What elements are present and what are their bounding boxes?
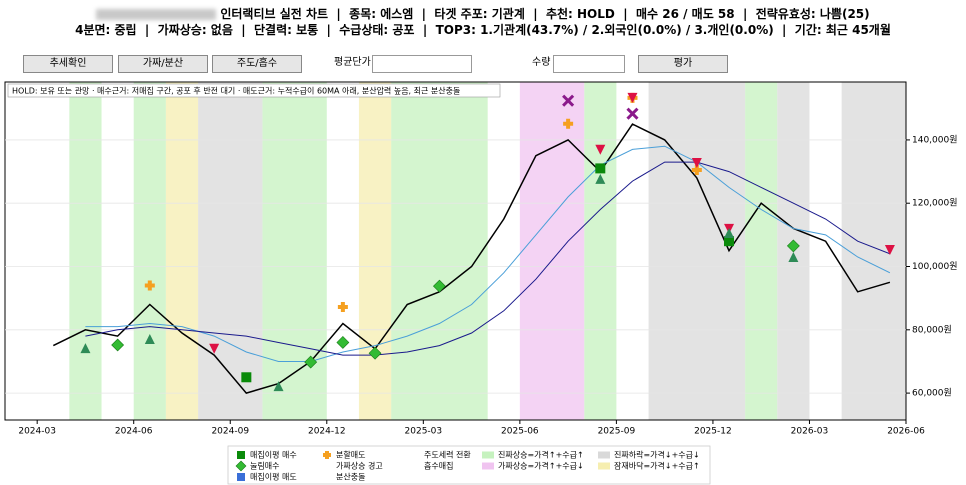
marker [724,227,735,238]
marker [595,173,606,184]
legend-label: 분산충돌 [336,472,365,482]
button[interactable]: 평가 [638,55,728,73]
marker [304,355,318,369]
marker [595,163,606,174]
legend-label: 가짜상승 경고 [336,461,383,471]
zone [198,82,263,420]
price-line [85,161,891,356]
legend-label: 진짜하락=가격↓+수급↓ [614,450,700,460]
input-label: 평균단가 [334,57,371,68]
marker [209,343,220,354]
zone [745,82,778,420]
chart-title: 인터랙티브 실전 차트 | 종목: 에스엠 | 타겟 주포: 기관계 | 추천:… [220,7,870,21]
title-line: 인터랙티브 실전 차트 | 종목: 에스엠 | 타겟 주포: 기관계 | 추천:… [0,5,966,22]
marker [562,94,575,107]
x-tick-label: 2025-03 [405,427,443,437]
legend-swatch [598,451,610,459]
x-tick-label: 2025-06 [501,427,539,437]
marker [241,372,252,383]
legend-label: 흡수매집 [424,461,453,471]
marker [144,333,155,344]
marker [273,381,284,392]
y-tick-label: 120,000원 [912,198,958,209]
text-input[interactable] [553,55,625,73]
zone [69,82,102,420]
legend-swatch [482,462,494,470]
y-tick-label: 80,000원 [912,324,952,335]
legend-box [227,445,711,485]
x-tick-label: 2026-03 [791,427,829,437]
marker [626,107,639,120]
button[interactable]: 주도/흡수 [212,55,302,73]
legend-icon [237,451,245,459]
legend-label: 진짜상승=가격↑+수급↑ [498,450,584,460]
x-tick-label: 2025-12 [694,427,732,437]
marker [111,338,125,352]
marker [595,144,606,155]
marker [788,252,799,263]
y-tick-label: 140,000원 [912,134,958,145]
legend-label: 가짜상승=가격↑+수급↓ [498,461,584,471]
legend-icon [235,460,247,472]
zone [165,82,199,420]
x-tick-label: 2024-03 [18,427,56,437]
price-line [52,123,891,394]
legend-icon [323,451,331,459]
x-tick-label: 2024-12 [308,427,346,437]
legend-label: 매집이평 매도 [250,472,297,482]
legend-label: 눌림매수 [250,461,279,471]
zone [519,82,585,420]
zone [648,82,746,420]
marker [144,280,155,291]
price-line [85,145,891,362]
marker [336,336,350,349]
marker [724,236,735,247]
input-label: 수량 [532,57,551,68]
annotation-box [7,83,501,98]
zone [584,82,617,420]
button[interactable]: 가짜/분산 [118,55,208,73]
marker [627,92,638,103]
marker [691,164,702,175]
y-tick-label: 100,000원 [912,261,958,272]
zone [262,82,327,420]
y-tick-label: 60,000원 [912,388,952,399]
legend-label: 매집이평 매수 [250,450,297,460]
legend-label: 분할매도 [336,450,365,460]
marker [884,245,895,256]
legend-label: 잠재바닥=가격↓+수급↑ [614,461,700,471]
x-tick-label: 2025-09 [598,427,636,437]
marker [368,346,382,360]
x-tick-label: 2024-06 [115,427,153,437]
legend-swatch [482,451,494,459]
chart-subtitle: 4분면: 중립 | 가짜상승: 없음 | 단결력: 보통 | 수급상태: 공포 … [75,23,891,37]
legend-icon [237,473,245,481]
zone [358,82,392,420]
zone [841,82,906,420]
x-tick-label: 2026-06 [887,427,925,437]
marker [563,118,574,129]
zone [133,82,166,420]
redacted [96,9,217,20]
marker [432,279,446,293]
legend-swatch [598,462,610,470]
marker [691,158,702,169]
marker [337,302,348,313]
x-tick-label: 2024-09 [211,427,249,437]
text-input[interactable] [372,55,472,73]
button[interactable]: 추세확인 [23,55,113,73]
zone [391,82,488,420]
marker [786,239,800,253]
plot-frame [4,81,907,421]
annotation: HOLD: 보유 또는 관망 · 매수근거: 저매집 구간, 공포 후 반전 대… [12,86,460,96]
legend-label: 주도세력 전환 [424,450,471,460]
marker [80,343,91,354]
